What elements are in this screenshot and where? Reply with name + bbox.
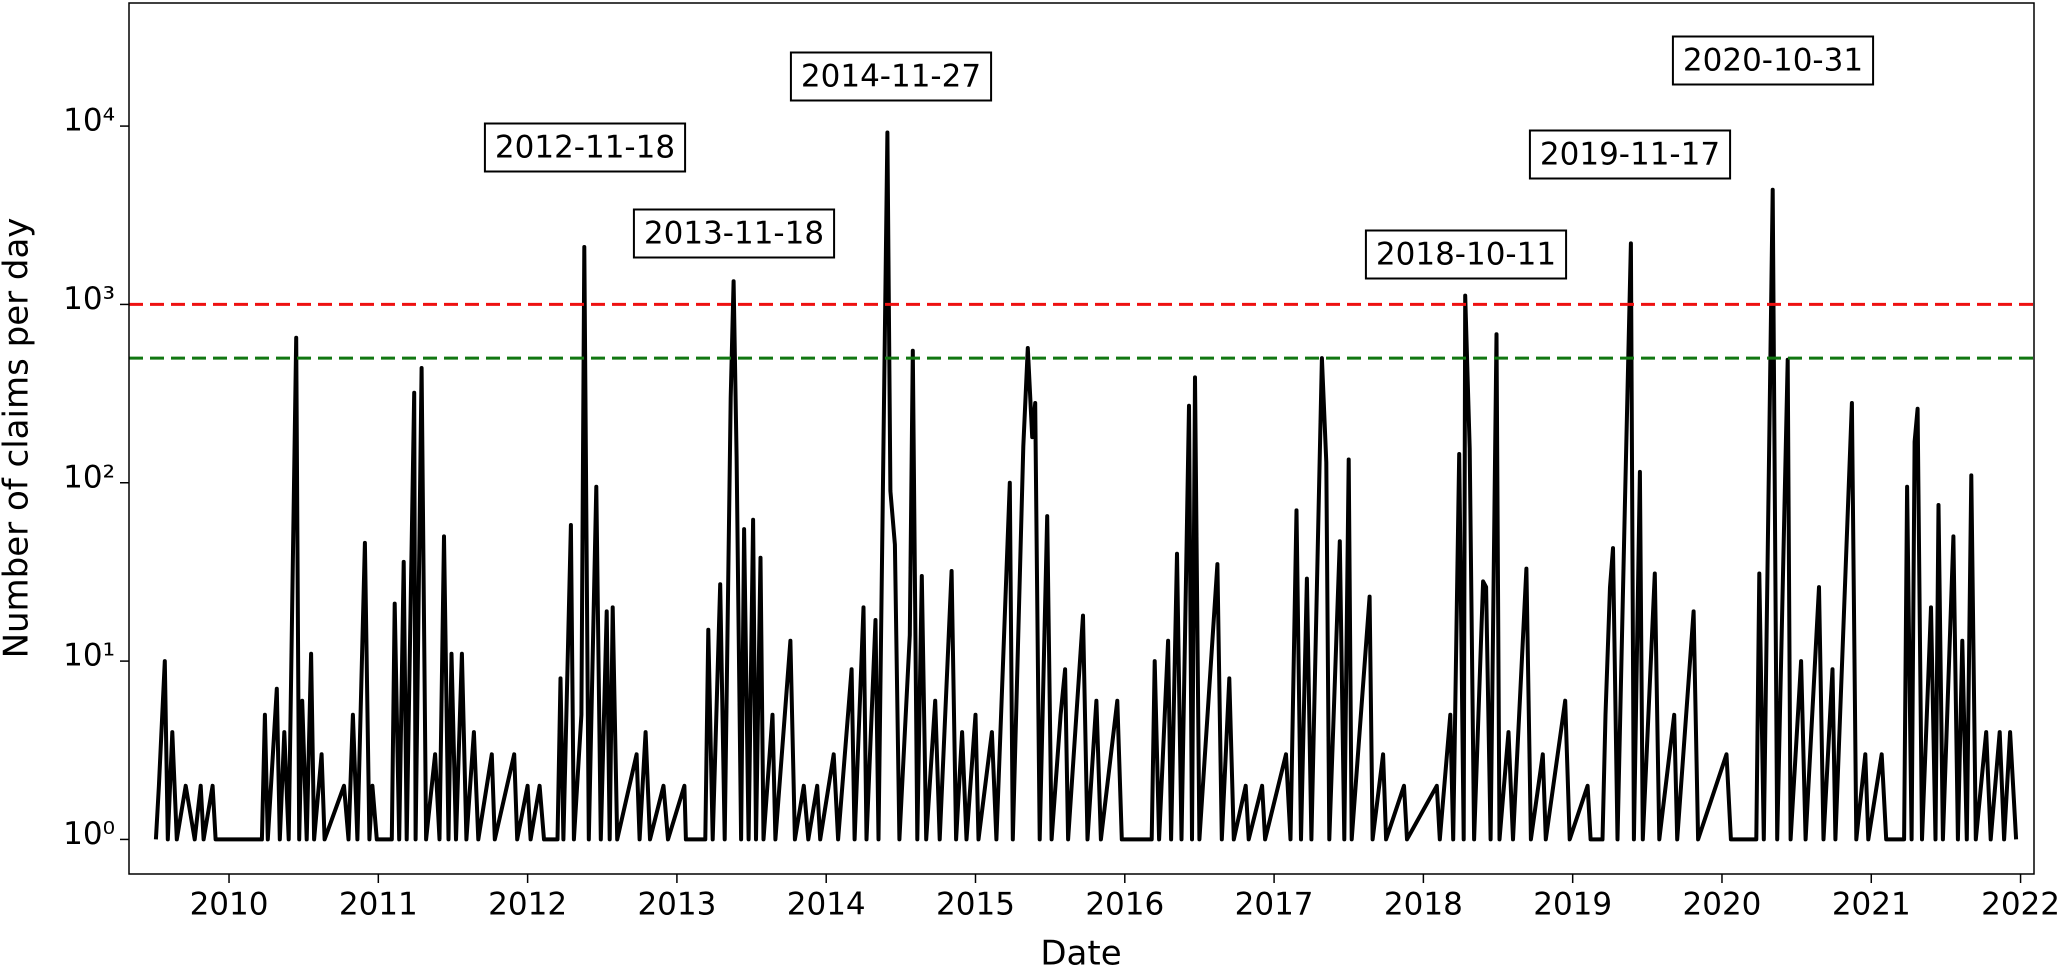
plot-frame	[128, 2, 2035, 875]
y-tick-label: 10⁴	[63, 103, 115, 139]
data-line	[153, 130, 2019, 842]
y-tick-label: 10²	[63, 459, 115, 495]
annotation: 2014-11-27	[801, 59, 981, 95]
x-tick-label: 2018	[1384, 887, 1463, 923]
y-tick-label: 10³	[63, 281, 115, 317]
y-tick-label: 10⁰	[63, 816, 115, 852]
x-tick-label: 2010	[190, 887, 269, 923]
annotation: 2020-10-31	[1683, 43, 1863, 79]
annotation-box	[789, 51, 993, 102]
x-tick-label: 2020	[1683, 887, 1762, 923]
x-tick-label: 2016	[1085, 887, 1164, 923]
x-tick-label: 2015	[936, 887, 1015, 923]
x-tick-label: 2012	[488, 887, 567, 923]
annotation-box	[1671, 35, 1875, 86]
x-tick-label: 2014	[787, 887, 866, 923]
y-tick-label: 10¹	[63, 638, 115, 674]
annotation-box	[1364, 229, 1568, 280]
annotation: 2012-11-18	[495, 130, 675, 166]
x-tick-label: 2019	[1533, 887, 1612, 923]
x-tick-label: 2021	[1832, 887, 1911, 923]
annotation: 2013-11-18	[644, 216, 824, 252]
x-tick-label: 2011	[339, 887, 418, 923]
annotation-box	[1528, 129, 1732, 180]
annotation-box	[483, 122, 687, 173]
y-axis-label: Number of claims per day	[0, 218, 37, 659]
annotation-box	[632, 208, 836, 259]
annotation: 2019-11-17	[1540, 137, 1720, 173]
x-tick-label: 2013	[637, 887, 716, 923]
x-tick-label: 2017	[1235, 887, 1314, 923]
x-tick-label: 2022	[1981, 887, 2060, 923]
x-axis-label: Date	[1040, 934, 1121, 971]
annotation: 2018-10-11	[1376, 237, 1556, 273]
